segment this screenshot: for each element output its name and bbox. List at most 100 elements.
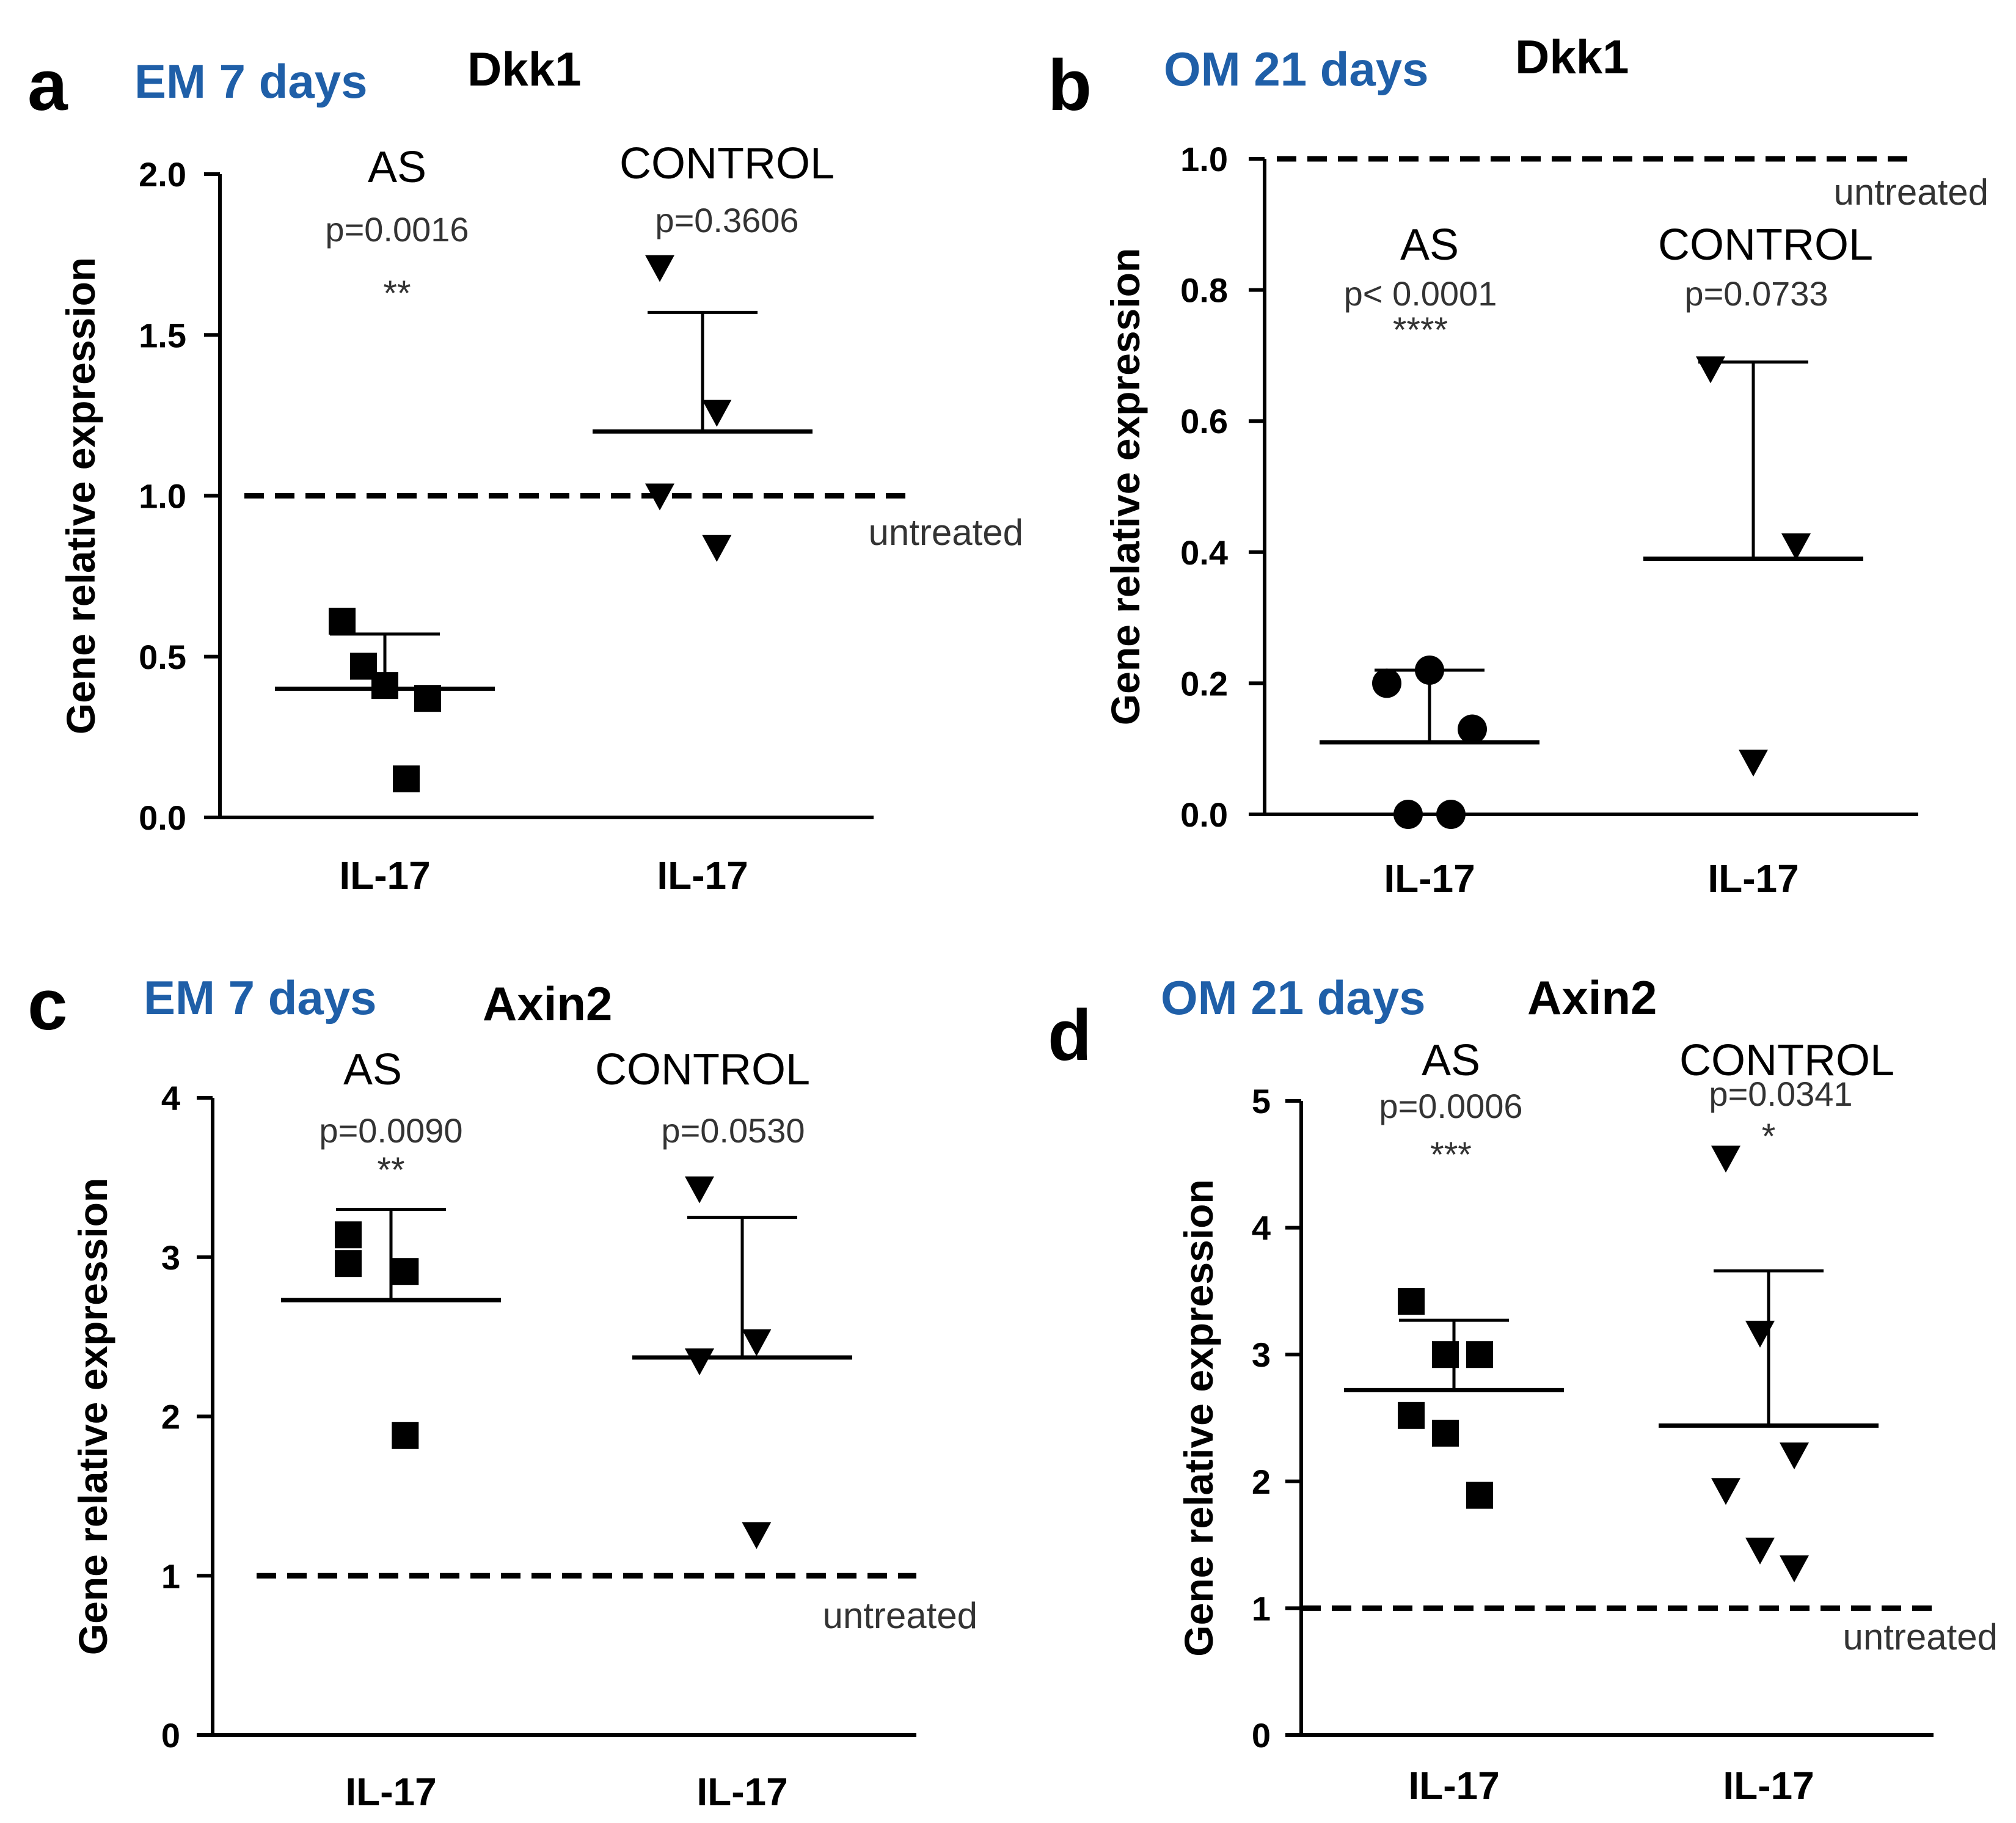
significance-stars: * bbox=[1762, 1117, 1776, 1156]
data-point bbox=[702, 400, 732, 427]
x-tick-label: IL-17 bbox=[345, 1770, 436, 1814]
data-point bbox=[1711, 1145, 1740, 1173]
data-point bbox=[335, 1250, 362, 1277]
data-point bbox=[1372, 668, 1401, 698]
data-point bbox=[1781, 533, 1811, 561]
gene-title: Dkk1 bbox=[1515, 30, 1629, 84]
y-tick-label: 0.4 bbox=[1180, 533, 1228, 572]
x-tick-label: IL-17 bbox=[1408, 1764, 1499, 1808]
group-as: ASp=0.0006 *** IL-17 bbox=[1344, 1036, 1564, 1808]
panel-d: d OM 21 days Axin2 0 1 2 3 4 5 Gene relative expr… bbox=[1048, 971, 1998, 1808]
condition-title: OM 21 days bbox=[1161, 971, 1426, 1025]
condition-title: EM 7 days bbox=[134, 54, 368, 108]
data-point bbox=[742, 1329, 772, 1356]
data-point bbox=[1780, 1555, 1809, 1582]
y-axis-label: Gene relative expression bbox=[58, 257, 103, 734]
x-tick-label: IL-17 bbox=[1707, 857, 1799, 901]
x-tick-label: IL-17 bbox=[657, 853, 748, 897]
data-point bbox=[1696, 356, 1725, 384]
group-control: CONTROL p=0.0530 IL-17 bbox=[595, 1045, 852, 1814]
y-tick-label: 4 bbox=[161, 1079, 180, 1117]
data-point bbox=[685, 1348, 714, 1376]
data-point bbox=[1398, 1401, 1425, 1429]
data-point bbox=[329, 607, 356, 635]
p-value: p=0.0341 bbox=[1709, 1075, 1852, 1113]
group-label: CONTROL bbox=[619, 139, 835, 188]
gene-title: Dkk1 bbox=[467, 42, 581, 96]
untreated-label: untreated bbox=[868, 512, 1023, 553]
data-point bbox=[1745, 1320, 1775, 1348]
y-tick-label: 2 bbox=[161, 1398, 180, 1436]
data-point bbox=[1415, 655, 1444, 685]
untreated-label: untreated bbox=[1843, 1617, 1998, 1657]
data-point bbox=[702, 535, 732, 562]
data-point bbox=[1458, 714, 1487, 744]
panel-letter: a bbox=[27, 45, 68, 126]
data-point bbox=[1432, 1341, 1459, 1368]
p-value: p=0.0006 bbox=[1379, 1087, 1522, 1125]
y-tick-label: 1.0 bbox=[139, 477, 186, 516]
y-tick-label: 3 bbox=[1252, 1335, 1271, 1374]
untreated-label: untreated bbox=[822, 1595, 977, 1636]
group-label: CONTROL bbox=[595, 1045, 810, 1094]
y-tick-label: 2 bbox=[1252, 1463, 1271, 1501]
data-point bbox=[645, 255, 674, 282]
panel-a: a EM 7 days Dkk1 0.0 0.5 1.0 1.5 2.0 Gene relati… bbox=[27, 42, 1023, 897]
gene-title: Axin2 bbox=[483, 977, 612, 1031]
data-point bbox=[1711, 1478, 1740, 1505]
significance-stars: ** bbox=[383, 274, 411, 313]
y-axis-label: Gene relative expression bbox=[1103, 248, 1148, 725]
group-label: AS bbox=[368, 143, 426, 192]
panel-c: c EM 7 days Axin2 0 1 2 3 4 Gene relative expres… bbox=[27, 965, 977, 1814]
data-point bbox=[414, 685, 441, 712]
group-label: AS bbox=[1400, 221, 1459, 269]
y-tick-label: 1 bbox=[161, 1557, 180, 1595]
data-point bbox=[1466, 1341, 1493, 1368]
p-value: p=0.0530 bbox=[661, 1111, 805, 1150]
y-tick-label: 0 bbox=[1252, 1716, 1271, 1755]
significance-stars: **** bbox=[1393, 310, 1448, 350]
data-point bbox=[392, 1422, 419, 1449]
data-point bbox=[1432, 1419, 1459, 1447]
y-tick-label: 5 bbox=[1252, 1082, 1271, 1120]
data-point bbox=[645, 483, 674, 511]
untreated-label: untreated bbox=[1833, 172, 1989, 213]
y-tick-label: 3 bbox=[161, 1238, 180, 1277]
significance-stars: ** bbox=[377, 1150, 404, 1190]
y-tick-label: 2.0 bbox=[139, 155, 186, 194]
data-point bbox=[1393, 800, 1423, 829]
y-tick-label: 0.8 bbox=[1180, 271, 1228, 310]
data-point bbox=[393, 765, 420, 792]
data-point bbox=[685, 1176, 714, 1204]
group-control: CONTROL p=0.0733 IL-17 bbox=[1643, 221, 1873, 901]
p-value: p=0.0016 bbox=[325, 210, 469, 249]
group-as: AS p=0.0090** IL-17 bbox=[281, 1045, 501, 1814]
group-as: AS p< 0.0001**** IL-17 bbox=[1320, 221, 1539, 901]
gene-title: Axin2 bbox=[1527, 971, 1657, 1025]
group-label: CONTROL bbox=[1658, 221, 1873, 269]
data-point bbox=[1745, 1537, 1775, 1565]
y-tick-label: 1.5 bbox=[139, 316, 186, 354]
y-tick-label: 0.0 bbox=[139, 798, 186, 837]
group-label: AS bbox=[343, 1045, 402, 1094]
panel-letter: d bbox=[1048, 995, 1092, 1076]
x-tick-label: IL-17 bbox=[1723, 1764, 1814, 1808]
data-point bbox=[1466, 1481, 1493, 1509]
data-point bbox=[350, 652, 377, 680]
group-label: AS bbox=[1422, 1036, 1480, 1085]
data-point bbox=[1398, 1288, 1425, 1315]
condition-title: EM 7 days bbox=[144, 971, 377, 1025]
group-as: AS p=0.0016 ** IL-17 bbox=[275, 143, 495, 897]
group-control: CONTROL p=0.3606 IL-17 bbox=[593, 139, 835, 897]
y-tick-label: 0.2 bbox=[1180, 664, 1228, 703]
p-value: p=0.3606 bbox=[655, 201, 798, 239]
y-tick-label: 1.0 bbox=[1180, 140, 1228, 178]
x-tick-label: IL-17 bbox=[696, 1770, 787, 1814]
data-point bbox=[392, 1258, 419, 1285]
panel-b: b OM 21 days Dkk1 0.0 0.2 0.4 0.6 0.8 1.0 Gene re… bbox=[1048, 30, 1989, 901]
data-point bbox=[1780, 1442, 1809, 1470]
y-tick-label: 0 bbox=[161, 1716, 180, 1755]
x-tick-label: IL-17 bbox=[339, 853, 430, 897]
p-value: p=0.0733 bbox=[1684, 274, 1828, 313]
